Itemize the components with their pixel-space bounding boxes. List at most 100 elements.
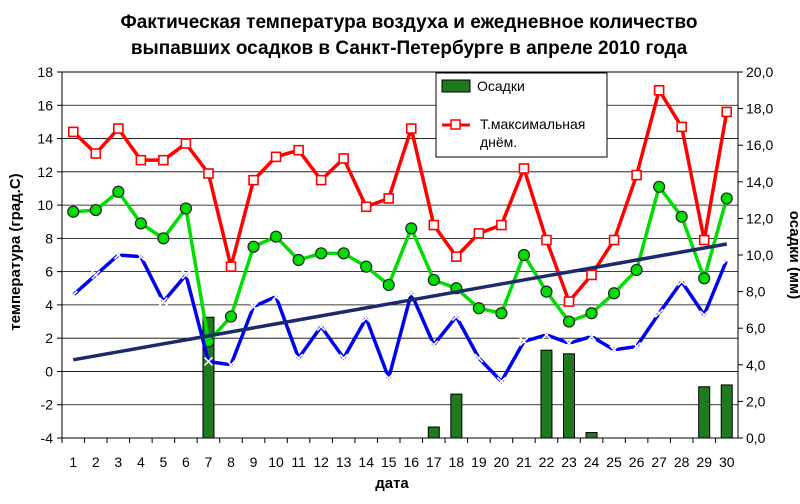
series-point-x <box>677 277 687 287</box>
series-point-x <box>586 331 597 342</box>
y-right-tick-label: 12,0 <box>746 210 773 226</box>
series-point-x <box>384 373 394 383</box>
series-point-circle <box>382 278 395 292</box>
y-right-tick-label: 16,0 <box>746 137 773 153</box>
series-point-square <box>270 151 282 163</box>
y-right-tick-label: 10,0 <box>746 247 773 263</box>
y-left-tick-label: 2 <box>45 330 53 346</box>
series-point-circle <box>224 310 238 323</box>
series-line-2 <box>72 253 729 384</box>
series-point-x <box>654 308 664 318</box>
series-point-square <box>113 123 124 134</box>
y-left-tick-label: 8 <box>45 230 53 246</box>
series-point-x <box>226 360 236 370</box>
series-point-x <box>541 330 552 340</box>
series-point-square <box>586 269 597 281</box>
chart-title-line-2: выпавших осадков в Санкт-Петербурге в ап… <box>131 38 688 59</box>
legend-square-marker <box>450 119 461 130</box>
series-point-square <box>608 234 620 246</box>
precip-bar <box>202 316 215 439</box>
series-point-x <box>474 353 484 363</box>
y-left-tick-label: 12 <box>37 164 53 180</box>
series-point-x <box>564 338 574 348</box>
y-right-tick-label: 8,0 <box>746 284 766 300</box>
series-point-x <box>496 376 506 387</box>
series-point-x <box>68 290 78 300</box>
series-point-circle <box>134 217 147 230</box>
series-point-x <box>91 270 101 280</box>
series-point-square <box>405 123 417 134</box>
series-point-circle <box>720 192 733 205</box>
y-left-tick-label: 4 <box>45 297 53 313</box>
series-point-x <box>339 353 349 363</box>
series-point-square <box>451 251 462 262</box>
series-point-circle <box>269 230 283 243</box>
legend: Осадки Т.максимальная днём. <box>435 72 608 158</box>
y-right-tick-label: 2,0 <box>746 393 766 409</box>
series-point-x <box>316 321 326 332</box>
x-tick-label: 21 <box>516 454 532 470</box>
series-point-circle <box>698 272 711 285</box>
series-point-square <box>203 168 214 179</box>
series-point-square <box>676 121 687 133</box>
series-point-x <box>294 353 304 363</box>
series-point-square <box>248 174 259 186</box>
series-point-circle <box>675 210 688 223</box>
x-tick-label: 11 <box>291 454 306 470</box>
series-point-x <box>632 341 642 352</box>
x-tick-label: 8 <box>227 454 235 470</box>
y-right-tick-label: 14,0 <box>746 174 773 190</box>
series-point-square <box>135 154 147 166</box>
series-point-square <box>90 148 102 159</box>
y-left-tick-label: 18 <box>37 64 53 80</box>
series-point-square <box>293 144 304 156</box>
x-tick-label: 4 <box>137 454 145 470</box>
series-point-square <box>698 234 710 246</box>
precip-bar <box>540 349 553 439</box>
x-tick-label: 13 <box>336 454 352 470</box>
series-point-square <box>721 106 733 118</box>
y-right-tick-label: 6,0 <box>746 320 766 336</box>
series-point-circle <box>315 247 328 260</box>
series-point-circle <box>540 285 553 298</box>
x-tick-label: 30 <box>719 454 735 470</box>
series-point-square <box>631 169 642 181</box>
series-point-square <box>383 193 395 204</box>
series-point-square <box>428 219 440 231</box>
legend-label-precip: Осадки <box>477 78 525 94</box>
series-point-circle <box>112 185 125 198</box>
series-point-x <box>158 297 168 307</box>
x-tick-label: 24 <box>584 454 600 470</box>
precip-bar <box>450 393 463 439</box>
series-point-x <box>722 255 732 265</box>
precip-bar <box>698 386 711 439</box>
series-point-square <box>541 234 552 246</box>
x-tick-label: 10 <box>268 454 284 470</box>
series-point-square <box>473 228 485 239</box>
y-left-tick-label: -4 <box>41 430 54 446</box>
series-point-circle <box>179 202 193 215</box>
series-point-circle <box>607 287 621 300</box>
series-point-x <box>136 252 146 262</box>
series-point-square <box>563 296 575 307</box>
series-point-square <box>496 219 507 231</box>
series-point-x <box>429 340 439 350</box>
x-tick-label: 3 <box>114 454 122 470</box>
legend-bar-swatch <box>441 79 471 93</box>
series-point-x <box>406 288 416 298</box>
x-tick-label: 18 <box>449 454 465 470</box>
y-left-tick-label: -2 <box>41 397 54 413</box>
y-right-tick-label: 4,0 <box>746 357 766 373</box>
series-point-circle <box>405 222 418 235</box>
series-point-square <box>158 154 169 166</box>
x-axis-title: дата <box>375 475 409 492</box>
series-point-circle <box>495 307 508 320</box>
y-right-tick-label: 20,0 <box>746 64 773 80</box>
x-tick-label: 17 <box>426 454 442 470</box>
chart-title-line-1: Фактическая температура воздуха и ежедне… <box>121 12 698 33</box>
series-point-circle <box>89 203 102 217</box>
axis-layer: -4-20246810121416180,02,04,06,08,010,012… <box>37 64 773 470</box>
x-tick-label: 28 <box>674 454 690 470</box>
